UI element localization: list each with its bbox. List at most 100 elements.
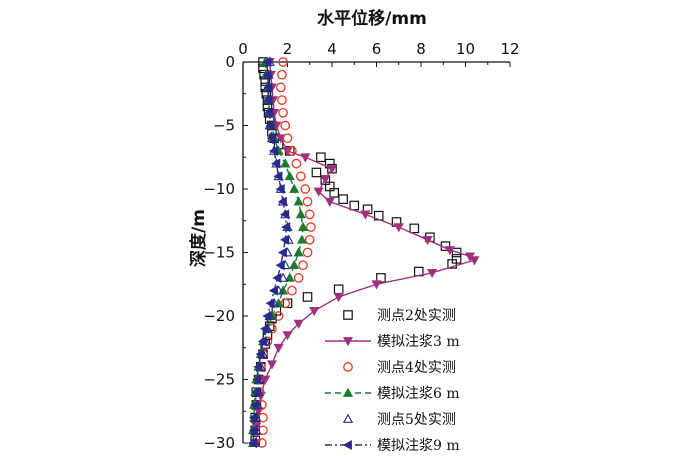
data-point <box>302 247 313 258</box>
data-point <box>248 425 258 436</box>
y-tick-label: −25 <box>203 371 235 389</box>
data-point <box>281 222 291 233</box>
data-point <box>371 280 382 290</box>
data-point <box>264 107 274 118</box>
data-point <box>268 145 279 156</box>
y-axis-title: 深度/m <box>188 209 209 267</box>
x-tick-label: 0 <box>238 40 248 58</box>
data-point <box>289 183 300 193</box>
data-point <box>304 209 315 220</box>
data-point <box>280 209 290 220</box>
x-tick-label: 8 <box>416 40 426 58</box>
legend-item-5: 测点5处实测 <box>342 412 456 428</box>
legend-item-1: 测点2处实测 <box>343 308 456 324</box>
data-point <box>277 95 287 105</box>
data-point <box>277 69 287 80</box>
x-axis-title: 水平位移/mm <box>317 8 427 29</box>
data-point <box>316 152 326 163</box>
data-point <box>248 412 258 423</box>
legend-item-2: 模拟注浆3 m <box>325 334 460 350</box>
data-point <box>293 319 304 329</box>
data-point <box>304 234 315 245</box>
data-point <box>393 223 404 233</box>
legend-item-4: 模拟注浆6 m <box>325 386 460 402</box>
data-point <box>320 174 331 185</box>
data-point <box>257 336 267 347</box>
data-point <box>280 120 291 131</box>
data-point <box>409 223 420 234</box>
data-point <box>296 234 308 244</box>
legend-label: 测点5处实测 <box>377 412 456 428</box>
legend-item-6: 模拟注浆9 m <box>325 438 460 454</box>
data-point <box>266 133 276 144</box>
y-tick-label: −15 <box>203 244 235 262</box>
data-point <box>266 360 277 370</box>
data-point <box>253 361 263 372</box>
data-point <box>271 158 281 169</box>
data-point <box>260 323 270 334</box>
data-point <box>275 183 285 195</box>
data-point <box>447 259 457 269</box>
data-point <box>360 210 371 220</box>
legend-marker <box>342 439 352 451</box>
y-tick-label: 0 <box>225 53 235 71</box>
data-point <box>302 196 313 207</box>
data-point <box>268 285 279 296</box>
data-point <box>295 171 306 182</box>
legend-marker <box>343 362 353 372</box>
x-tick-label: 10 <box>456 40 475 58</box>
data-point <box>251 387 261 398</box>
legend-marker <box>343 310 353 320</box>
data-point <box>376 273 386 283</box>
data-point <box>287 285 297 296</box>
data-point <box>422 235 433 246</box>
data-point <box>278 107 288 118</box>
legend-label: 模拟注浆3 m <box>377 334 460 350</box>
legend-label: 测点2处实测 <box>377 308 456 324</box>
data-point <box>289 259 300 270</box>
x-tick-label: 12 <box>500 40 519 58</box>
y-tick-label: −5 <box>213 117 235 135</box>
data-point <box>313 187 324 197</box>
data-point <box>277 247 287 258</box>
data-point <box>277 196 287 207</box>
legend-marker <box>342 413 354 423</box>
data-point <box>273 171 283 182</box>
data-point <box>273 343 284 353</box>
data-point <box>333 293 344 303</box>
data-point <box>280 158 291 168</box>
x-tick-label: 2 <box>283 40 293 58</box>
data-point <box>309 307 320 317</box>
data-point <box>293 273 304 283</box>
data-point <box>349 200 360 211</box>
data-point <box>282 331 293 341</box>
data-point <box>263 82 273 93</box>
data-point <box>284 272 295 282</box>
data-point <box>280 234 290 245</box>
data-point <box>311 167 322 178</box>
data-point <box>265 120 275 131</box>
data-point <box>282 133 293 144</box>
y-tick-label: −20 <box>203 307 235 325</box>
data-point <box>262 69 272 80</box>
data-point <box>300 153 311 163</box>
legend-item-3: 测点4处实测 <box>343 360 456 376</box>
series-6 <box>247 56 291 449</box>
data-point <box>298 260 308 271</box>
data-point <box>262 310 272 322</box>
data-point <box>293 196 304 206</box>
legend-label: 模拟注浆6 m <box>377 386 460 402</box>
legend-label: 测点4处实测 <box>377 360 456 376</box>
data-point <box>265 298 275 309</box>
data-point <box>250 399 260 410</box>
x-tick-label: 4 <box>327 40 337 58</box>
data-point <box>291 158 302 169</box>
data-point <box>326 164 338 174</box>
legend-marker <box>342 337 354 347</box>
data-point <box>302 292 313 302</box>
data-point <box>272 272 282 283</box>
data-point <box>333 284 344 295</box>
data-point <box>451 247 462 258</box>
